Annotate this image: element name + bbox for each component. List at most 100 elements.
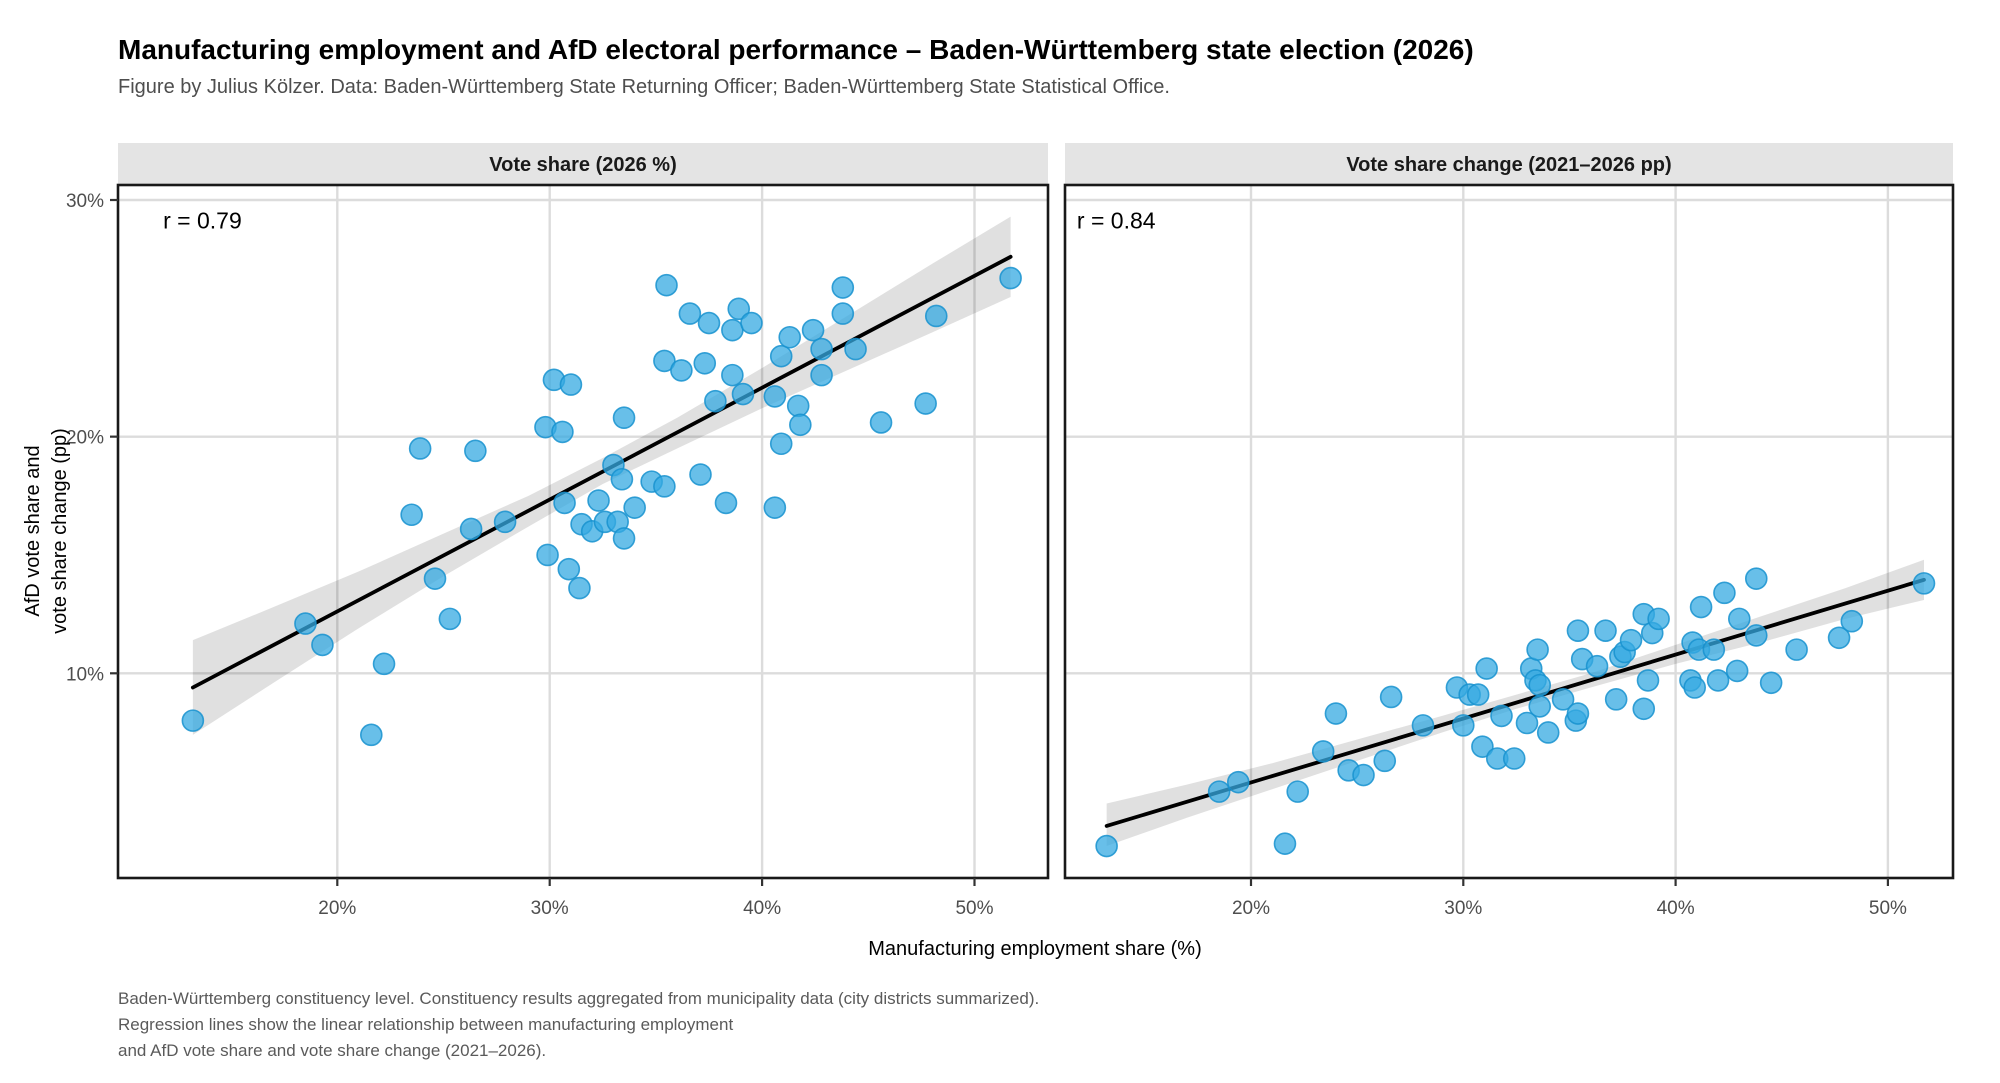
data-point: [1566, 619, 1590, 643]
correlation-label: r = 0.79: [163, 207, 242, 233]
x-tick-label: 40%: [743, 898, 781, 919]
data-point: [704, 389, 727, 413]
data-point: [1551, 688, 1575, 711]
data-point: [1727, 607, 1751, 631]
data-point: [1515, 711, 1539, 735]
correlation-label: r = 0.84: [1077, 207, 1156, 233]
data-point: [763, 496, 787, 519]
data-point: [1585, 654, 1609, 678]
data-point: [810, 337, 833, 361]
data-point: [1452, 714, 1475, 737]
data-point: [1647, 607, 1670, 631]
x-tick-label: 40%: [1657, 898, 1695, 919]
data-point: [359, 723, 383, 747]
x-tick-label: 30%: [1444, 898, 1482, 919]
data-point: [587, 489, 610, 512]
data-point: [400, 503, 423, 527]
data-point: [1373, 749, 1397, 773]
data-point: [1411, 714, 1435, 737]
data-point: [1713, 581, 1736, 605]
data-point: [1286, 780, 1310, 803]
y-tick-label: 30%: [66, 191, 104, 212]
data-point: [1706, 669, 1730, 692]
data-point: [731, 382, 755, 406]
data-point: [727, 297, 751, 321]
data-point: [1502, 747, 1526, 770]
data-point: [493, 510, 517, 534]
y-axis-title-line1: AfD vote share and: [22, 445, 44, 617]
data-point: [844, 337, 867, 361]
data-point: [553, 491, 576, 515]
data-point: [1379, 685, 1403, 709]
y-axis-title: AfD vote share and vote share change (pp…: [20, 428, 74, 634]
data-point: [810, 363, 833, 387]
data-point: [1785, 638, 1808, 661]
data-point: [612, 406, 636, 430]
data-point: [1604, 688, 1628, 711]
data-point: [721, 318, 744, 342]
data-point: [1632, 697, 1656, 721]
data-point: [623, 496, 646, 519]
data-point: [693, 351, 717, 375]
caption-line: Regression lines show the linear relatio…: [118, 1015, 734, 1034]
data-point: [423, 567, 447, 590]
data-point: [786, 394, 810, 418]
x-tick-label: 50%: [1869, 898, 1907, 919]
data-point: [294, 612, 317, 635]
x-axis-title: Manufacturing employment share (%): [868, 938, 1202, 960]
y-axis-title-line2: vote share change (pp): [49, 428, 71, 634]
data-point: [914, 392, 937, 415]
chart-title: Manufacturing employment and AfD elector…: [118, 34, 1474, 65]
y-tick-label: 20%: [66, 428, 104, 449]
data-point: [740, 311, 763, 335]
data-point: [1619, 628, 1643, 652]
data-point: [678, 302, 702, 325]
data-point: [559, 373, 583, 396]
data-point: [612, 527, 636, 550]
data-point: [801, 318, 825, 342]
chart-subtitle: Figure by Julius Kölzer. Data: Baden-Wür…: [118, 76, 1170, 98]
data-point: [924, 304, 948, 328]
data-point: [1912, 572, 1936, 595]
data-point: [1311, 740, 1335, 763]
data-point: [778, 325, 802, 349]
facet-strip-label: Vote share (2026 %): [489, 154, 677, 176]
data-point: [789, 413, 812, 437]
data-point: [1095, 834, 1118, 858]
data-point: [714, 491, 738, 515]
caption: Baden-Württemberg constituency level. Co…: [118, 986, 1039, 1064]
data-point: [1744, 567, 1768, 590]
x-tick-label: 20%: [1232, 898, 1270, 919]
data-point: [1840, 609, 1864, 633]
data-point: [1207, 780, 1231, 803]
data-point: [653, 475, 676, 498]
data-point: [1466, 683, 1490, 706]
data-point: [1528, 695, 1552, 718]
data-point: [697, 311, 721, 335]
data-point: [557, 557, 581, 581]
data-point: [1273, 832, 1297, 855]
data-point: [1526, 638, 1549, 661]
data-point: [1536, 721, 1560, 744]
data-point: [1683, 676, 1707, 699]
data-point: [181, 709, 205, 732]
x-tick-label: 50%: [955, 898, 993, 919]
data-point: [670, 359, 693, 382]
data-point: [464, 439, 487, 463]
facet-strip: [118, 143, 1048, 185]
data-point: [999, 266, 1022, 290]
data-point: [1744, 624, 1768, 647]
data-point: [831, 276, 855, 299]
data-point: [1490, 704, 1513, 728]
data-point: [311, 633, 334, 657]
data-point: [1475, 657, 1498, 680]
caption-line: and AfD vote share and vote share change…: [118, 1041, 547, 1060]
data-point: [721, 363, 744, 387]
data-point: [653, 349, 676, 373]
data-point: [536, 543, 559, 567]
data-point: [408, 437, 432, 460]
data-point: [1352, 763, 1375, 787]
x-tick-label: 30%: [531, 898, 569, 919]
